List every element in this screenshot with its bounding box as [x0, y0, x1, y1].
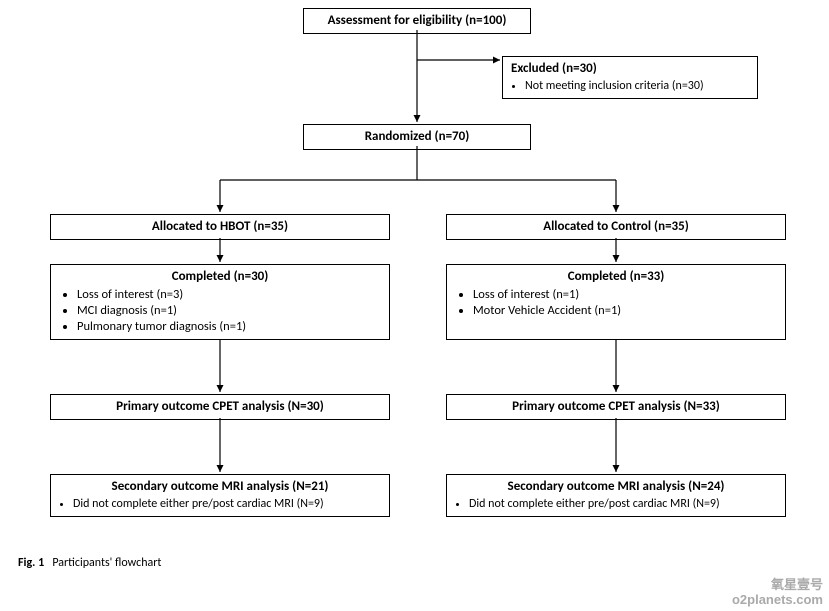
completed-hbot-bullets: Loss of interest (n=3) MCI diagnosis (n=… [59, 287, 381, 334]
bullet-item: Loss of interest (n=1) [473, 287, 777, 303]
node-excluded-bullets: Not meeting inclusion criteria (n=30) [511, 79, 749, 94]
node-excluded-title: Excluded (n=30) [511, 61, 749, 77]
figure-caption: Fig. 1 Participants' flowchart [18, 556, 161, 570]
node-excluded: Excluded (n=30) Not meeting inclusion cr… [502, 56, 758, 99]
node-alloc-ctrl: Allocated to Control (n=35) [446, 214, 786, 240]
bullet-item: Loss of interest (n=3) [77, 287, 381, 303]
node-cpet-ctrl: Primary outcome CPET analysis (N=33) [446, 394, 786, 420]
node-mri-ctrl: Secondary outcome MRI analysis (N=24) Di… [446, 474, 786, 517]
node-assessment-label: Assessment for eligibility (n=100) [312, 13, 522, 29]
bullet-item: Pulmonary tumor diagnosis (n=1) [77, 319, 381, 335]
bullet-item: Motor Vehicle Accident (n=1) [473, 303, 777, 319]
watermark-line2: o2planets.com [732, 593, 823, 607]
completed-ctrl-bullets: Loss of interest (n=1) Motor Vehicle Acc… [455, 287, 777, 318]
caption-prefix: Fig. 1 [18, 556, 44, 570]
watermark: 氧星壹号 o2planets.com [732, 578, 823, 607]
node-completed-ctrl: Completed (n=33) Loss of interest (n=1) … [446, 264, 786, 340]
mri-hbot-title: Secondary outcome MRI analysis (N=21) [59, 479, 381, 495]
node-mri-hbot: Secondary outcome MRI analysis (N=21) Di… [50, 474, 390, 517]
node-completed-hbot: Completed (n=30) Loss of interest (n=3) … [50, 264, 390, 340]
completed-ctrl-title: Completed (n=33) [455, 269, 777, 285]
mri-ctrl-bullets: Did not complete either pre/post cardiac… [455, 497, 777, 512]
watermark-line1: 氧星壹号 [732, 578, 823, 592]
node-randomized: Randomized (n=70) [303, 124, 531, 150]
node-assessment: Assessment for eligibility (n=100) [303, 8, 531, 34]
mri-hbot-bullets: Did not complete either pre/post cardiac… [59, 497, 381, 512]
cpet-ctrl-label: Primary outcome CPET analysis (N=33) [455, 399, 777, 415]
cpet-hbot-label: Primary outcome CPET analysis (N=30) [59, 399, 381, 415]
node-alloc-hbot: Allocated to HBOT (n=35) [50, 214, 390, 240]
completed-hbot-title: Completed (n=30) [59, 269, 381, 285]
mri-ctrl-title: Secondary outcome MRI analysis (N=24) [455, 479, 777, 495]
node-cpet-hbot: Primary outcome CPET analysis (N=30) [50, 394, 390, 420]
alloc-ctrl-label: Allocated to Control (n=35) [455, 219, 777, 235]
node-randomized-label: Randomized (n=70) [312, 129, 522, 145]
bullet-item: MCI diagnosis (n=1) [77, 303, 381, 319]
bullet-item: Did not complete either pre/post cardiac… [73, 497, 381, 512]
bullet-item: Not meeting inclusion criteria (n=30) [525, 79, 749, 94]
bullet-item: Did not complete either pre/post cardiac… [469, 497, 777, 512]
alloc-hbot-label: Allocated to HBOT (n=35) [59, 219, 381, 235]
caption-text: Participants' flowchart [52, 556, 161, 570]
